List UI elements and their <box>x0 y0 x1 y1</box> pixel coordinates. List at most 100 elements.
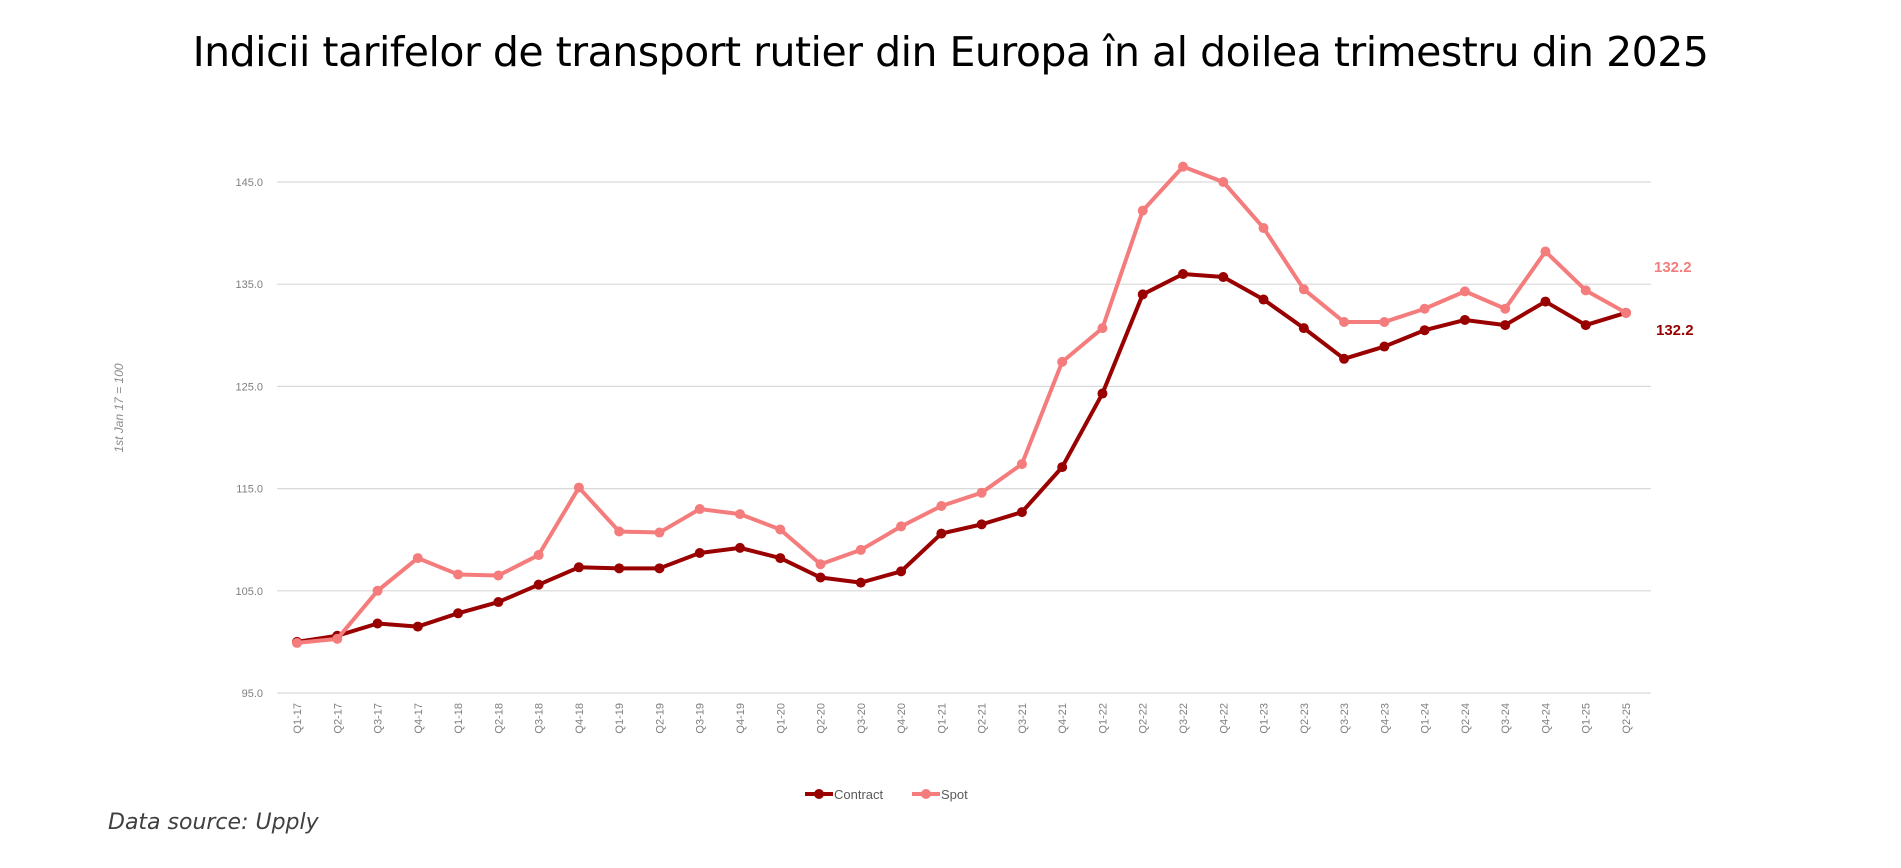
x-tick-label: Q1-22 <box>1097 703 1109 734</box>
spot-point <box>1500 303 1511 314</box>
legend-item-contract: Contract <box>805 787 884 802</box>
contract-point <box>412 621 423 632</box>
spot-point <box>332 633 343 644</box>
series-lines <box>292 161 1631 648</box>
spot-point <box>1298 284 1309 295</box>
contract-point <box>1379 341 1390 352</box>
spot-point <box>1016 459 1027 470</box>
spot-end-label: 132.2 <box>1654 259 1692 276</box>
chart-title: Indicii tarifelor de transport rutier di… <box>192 28 1709 76</box>
y-tick-label: 135.0 <box>235 279 263 291</box>
x-tick-label: Q2-22 <box>1138 703 1150 734</box>
spot-point <box>775 524 786 535</box>
spot-point <box>654 527 665 538</box>
contract-point <box>1178 268 1188 279</box>
x-tick-label: Q4-20 <box>896 703 908 734</box>
spot-point <box>815 559 826 570</box>
gridlines <box>277 181 1651 694</box>
x-tick-label: Q1-25 <box>1581 703 1593 734</box>
x-tick-label: Q2-21 <box>977 703 989 734</box>
contract-point <box>533 579 544 590</box>
x-tick-label: Q3-23 <box>1339 703 1351 734</box>
x-tick-label: Q3-24 <box>1500 703 1512 734</box>
spot-point <box>936 500 947 511</box>
spot-point <box>976 487 987 498</box>
contract-point <box>775 553 786 564</box>
legend-label: Contract <box>834 787 884 802</box>
x-tick-label: Q3-21 <box>1017 703 1029 734</box>
legend-label: Spot <box>941 787 968 802</box>
contract-point <box>654 563 665 574</box>
legend-swatch-marker <box>814 789 824 799</box>
x-tick-label: Q1-17 <box>292 703 304 734</box>
spot-point <box>896 521 907 532</box>
contract-point <box>372 618 383 629</box>
contract-point <box>614 563 625 574</box>
contract-point <box>1258 294 1269 305</box>
contract-end-label: 132.2 <box>1656 322 1694 339</box>
y-axis-label: 1st Jan 17 = 100 <box>112 363 126 452</box>
contract-point <box>855 577 866 588</box>
data-source: Data source: Upply <box>108 810 319 835</box>
contract-point <box>1016 507 1027 518</box>
end-labels: 132.2 132.2 <box>1654 259 1694 339</box>
x-tick-label: Q1-23 <box>1259 703 1271 734</box>
spot-point <box>372 585 383 596</box>
y-tick-label: 95.0 <box>242 688 263 700</box>
spot-line <box>296 164 1627 645</box>
x-tick-label: Q1-19 <box>614 703 626 734</box>
spot-point <box>1137 205 1148 216</box>
x-tick-label: Q2-19 <box>654 703 666 734</box>
contract-point <box>694 547 705 558</box>
x-axis-ticks: Q1-17 Q2-17 Q3-17 Q4-17 Q1-18 Q2-18 Q3-18 Q4-18… <box>292 703 1633 734</box>
x-tick-label: Q4-18 <box>574 703 586 734</box>
spot-point <box>292 637 302 648</box>
spot-point <box>1379 317 1390 328</box>
contract-point <box>453 608 464 619</box>
contract-point <box>735 542 745 553</box>
x-tick-label: Q2-24 <box>1460 703 1472 734</box>
x-tick-label: Q3-20 <box>856 703 868 734</box>
spot-point <box>1057 356 1068 367</box>
x-tick-label: Q1-18 <box>453 703 465 734</box>
contract-line <box>296 271 1627 644</box>
x-tick-label: Q4-23 <box>1379 703 1391 734</box>
contract-point <box>1459 314 1470 325</box>
spot-point <box>493 570 504 581</box>
x-tick-label: Q4-21 <box>1057 703 1069 734</box>
spot-point <box>1540 246 1551 257</box>
contract-point <box>1097 388 1108 399</box>
x-tick-label: Q4-22 <box>1218 703 1230 734</box>
x-tick-label: Q2-18 <box>493 703 505 734</box>
y-tick-label: 115.0 <box>236 484 263 496</box>
contract-point <box>1580 320 1591 331</box>
contract-point <box>1298 323 1309 334</box>
legend: Contract Spot <box>805 787 968 802</box>
spot-point <box>735 509 745 520</box>
spot-point <box>1218 177 1229 187</box>
y-tick-label: 105.0 <box>235 586 263 598</box>
spot-point <box>1459 286 1470 297</box>
contract-point <box>976 519 987 530</box>
x-tick-label: Q1-20 <box>775 703 787 734</box>
contract-point <box>1339 353 1350 364</box>
spot-point <box>1580 285 1591 296</box>
x-tick-label: Q3-22 <box>1178 703 1190 734</box>
spot-point <box>694 504 705 515</box>
series-spot <box>292 161 1631 648</box>
spot-point <box>1419 303 1430 314</box>
spot-point <box>1178 161 1188 172</box>
spot-point <box>855 544 866 555</box>
contract-point <box>573 562 584 573</box>
contract-point <box>1419 325 1430 336</box>
x-tick-label: Q2-25 <box>1621 703 1633 734</box>
x-tick-label: Q1-21 <box>936 703 948 734</box>
contract-point <box>1540 296 1551 307</box>
contract-point <box>896 566 907 577</box>
x-tick-label: Q2-17 <box>332 703 344 734</box>
x-tick-label: Q4-24 <box>1540 703 1552 734</box>
x-tick-label: Q2-23 <box>1299 703 1311 734</box>
x-tick-label: Q4-19 <box>735 703 747 734</box>
legend-item-spot: Spot <box>912 787 968 802</box>
x-tick-label: Q1-24 <box>1420 703 1432 734</box>
